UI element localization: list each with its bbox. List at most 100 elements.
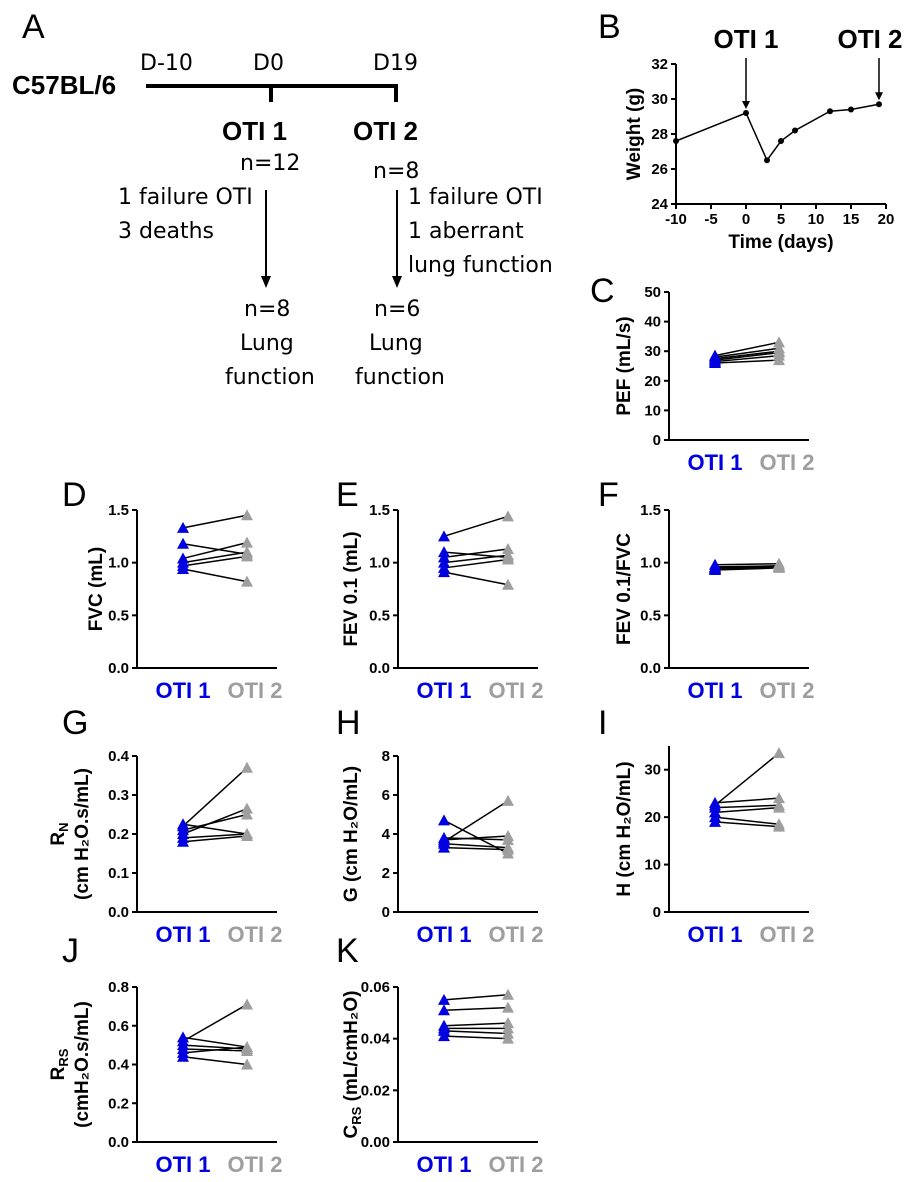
point-oti2 bbox=[773, 336, 785, 348]
weight-point bbox=[876, 101, 882, 108]
panel-letter-e: E bbox=[336, 476, 359, 514]
arrow-oti1-head bbox=[261, 276, 271, 288]
point-oti2 bbox=[241, 550, 253, 562]
x-tick-label: 20 bbox=[878, 211, 895, 228]
panel-letter-a: A bbox=[22, 8, 45, 46]
pair-line bbox=[714, 351, 780, 361]
y-tick-label: 0.8 bbox=[108, 979, 129, 996]
note-oti1-line2: 3 deaths bbox=[118, 219, 214, 244]
y-tick-label: 0.4 bbox=[108, 748, 130, 765]
category-label-oti2: OTI 2 bbox=[227, 922, 282, 947]
y-tick-label: 6 bbox=[382, 787, 390, 804]
y-tick-label: 4 bbox=[382, 826, 391, 843]
y-tick-label: 10 bbox=[644, 857, 661, 874]
y-tick-label: 0.0 bbox=[108, 1134, 129, 1151]
pair-line bbox=[443, 1030, 509, 1035]
weight-point bbox=[792, 127, 798, 134]
point-oti2 bbox=[502, 542, 514, 554]
chart-h: 0 2 4 6 8 OTI 1 OTI 2 G (cm H₂O/mL) bbox=[341, 748, 544, 947]
y-tick-label: 0.0 bbox=[640, 660, 661, 677]
point-oti1 bbox=[177, 562, 189, 574]
y-axis-label: Weight (g) bbox=[624, 88, 645, 181]
pair-line bbox=[443, 554, 509, 564]
y-tick-label: 50 bbox=[644, 284, 661, 301]
y-axis-label: FEV 0.1/FVC bbox=[614, 533, 635, 645]
pair-line bbox=[182, 1036, 248, 1048]
pair-line bbox=[182, 1056, 248, 1066]
point-oti1 bbox=[709, 357, 721, 369]
weight-point bbox=[673, 138, 679, 144]
y-axis-label-symbol: RRS bbox=[48, 1048, 71, 1080]
pair-line bbox=[714, 347, 780, 358]
timeline-panel: C57BL/6 D-10 D0 D19 OTI 1 OTI 2 n=12 n=8… bbox=[12, 51, 553, 390]
point-oti1 bbox=[177, 521, 189, 533]
y-tick-label: 0.04 bbox=[361, 1031, 391, 1048]
note-oti2-line3: lung function bbox=[408, 253, 553, 278]
pair-line bbox=[714, 565, 780, 569]
category-label-oti1: OTI 1 bbox=[155, 678, 210, 703]
y-tick-label: 0.0 bbox=[369, 660, 390, 677]
pair-line bbox=[714, 350, 780, 360]
category-label-oti2: OTI 2 bbox=[227, 1152, 282, 1177]
panel-letter-b: B bbox=[598, 8, 621, 46]
pair-line bbox=[443, 846, 509, 851]
pair-line bbox=[182, 551, 248, 564]
day-label-d-10: D-10 bbox=[140, 51, 193, 76]
point-oti2 bbox=[773, 747, 785, 759]
y-tick-label: 0.0 bbox=[108, 904, 129, 921]
chart-weight: 24 26 28 30 32 -10 -5 0 5 10 15 20 Time (days) Weight… bbox=[624, 24, 903, 253]
endpoint-oti2-line2: function bbox=[355, 365, 445, 390]
pair-line bbox=[714, 816, 780, 826]
category-label-oti1: OTI 1 bbox=[687, 450, 742, 475]
point-oti2 bbox=[773, 801, 785, 813]
point-oti2 bbox=[773, 354, 785, 366]
category-label-oti2: OTI 2 bbox=[759, 450, 814, 475]
weight-point bbox=[778, 138, 784, 144]
point-oti2 bbox=[502, 843, 514, 855]
pair-line bbox=[182, 542, 248, 555]
panel-letter-g: G bbox=[62, 704, 88, 742]
weight-annotation: OTI 2 bbox=[837, 24, 902, 54]
y-tick-label: 32 bbox=[651, 56, 668, 73]
strain-label: C57BL/6 bbox=[12, 70, 116, 100]
y-tick-label: 2 bbox=[382, 865, 390, 882]
y-tick-label: 1.5 bbox=[369, 502, 390, 519]
point-oti1 bbox=[438, 530, 450, 542]
x-tick-label: 0 bbox=[742, 211, 750, 228]
n-end-oti1: n=8 bbox=[244, 297, 290, 322]
note-oti2-line1: 1 failure OTI bbox=[408, 185, 543, 210]
pair-line bbox=[714, 567, 780, 571]
weight-point bbox=[743, 110, 749, 116]
chart-d: 0.0 0.5 1.0 1.5 OTI 1 OTI 2 FVC (mL) bbox=[86, 502, 283, 703]
panel-letter-h: H bbox=[336, 704, 361, 742]
x-tick-label: 5 bbox=[777, 211, 785, 228]
category-label-oti2: OTI 2 bbox=[227, 678, 282, 703]
point-oti1 bbox=[177, 537, 189, 549]
y-tick-label: 40 bbox=[644, 314, 661, 331]
category-label-oti2: OTI 2 bbox=[759, 678, 814, 703]
pair-line bbox=[714, 354, 780, 363]
point-oti2 bbox=[241, 829, 253, 841]
point-oti2 bbox=[241, 575, 253, 587]
point-oti2 bbox=[241, 802, 253, 814]
pair-line bbox=[714, 806, 780, 814]
point-oti2 bbox=[773, 820, 785, 832]
pair-line bbox=[182, 807, 248, 835]
point-oti2 bbox=[502, 1001, 514, 1013]
y-tick-label: 0 bbox=[382, 904, 390, 921]
panel-letter-d: D bbox=[62, 476, 87, 514]
point-oti1 bbox=[177, 835, 189, 847]
category-label-oti2: OTI 2 bbox=[488, 1152, 543, 1177]
chart-c: 0 10 20 30 40 50 OTI 1 OTI 2 PEF (mL/s) bbox=[614, 284, 815, 475]
weight-point bbox=[848, 106, 854, 113]
y-tick-label: 1.5 bbox=[108, 502, 129, 519]
point-oti1 bbox=[709, 815, 721, 827]
procedure-oti2: OTI 2 bbox=[353, 116, 418, 146]
y-tick-label: 0.2 bbox=[108, 826, 129, 843]
pair-line bbox=[443, 837, 509, 841]
y-tick-label: 1.0 bbox=[640, 555, 661, 572]
pair-line bbox=[443, 835, 509, 841]
y-tick-label: 26 bbox=[651, 161, 668, 178]
